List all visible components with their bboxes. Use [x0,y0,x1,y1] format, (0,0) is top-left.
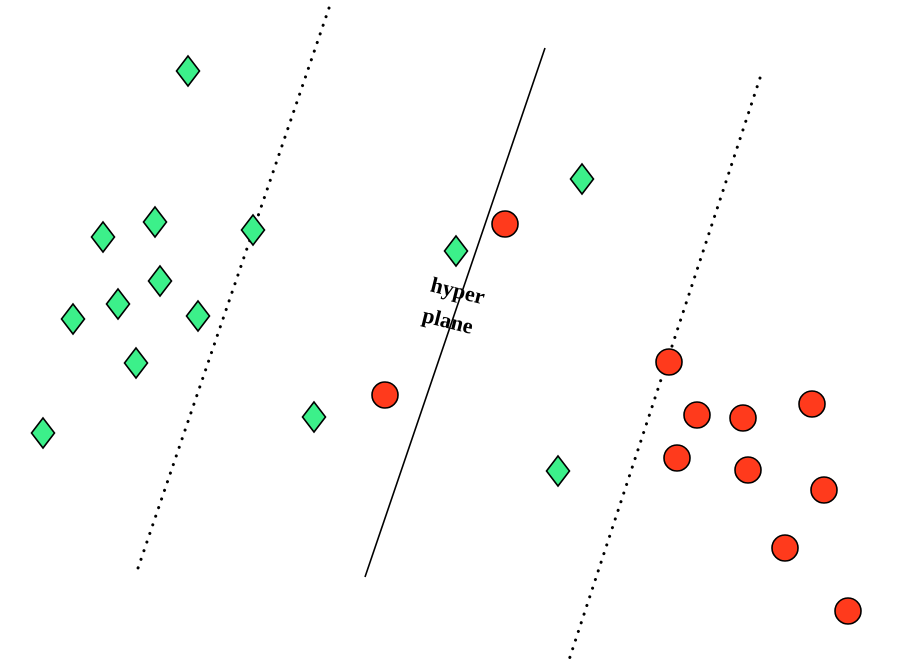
circle-point [771,534,799,562]
diamond-point [147,264,173,298]
hyperplane-line [364,47,546,578]
diamond-point [240,213,266,247]
right-margin-line [567,76,762,662]
diamond-point [175,54,201,88]
diamond-point [60,302,86,336]
diamond-point [545,454,571,488]
circle-point [798,390,826,418]
class-b-points [371,210,862,625]
diamond-point [569,162,595,196]
diamond-point [142,205,168,239]
diamond-point [123,346,149,380]
circle-point [734,456,762,484]
diamond-point [185,299,211,333]
circle-point [683,401,711,429]
diamond-point [105,287,131,321]
circle-point [834,597,862,625]
circle-point [810,476,838,504]
diamond-point [90,220,116,254]
circle-point [655,348,683,376]
circle-point [371,381,399,409]
diamond-point [443,234,469,268]
diamond-point [30,416,56,450]
diamond-point [301,400,327,434]
circle-point [663,444,691,472]
circle-point [729,404,757,432]
left-margin-line [134,6,331,576]
class-a-points [30,54,595,488]
circle-point [491,210,519,238]
